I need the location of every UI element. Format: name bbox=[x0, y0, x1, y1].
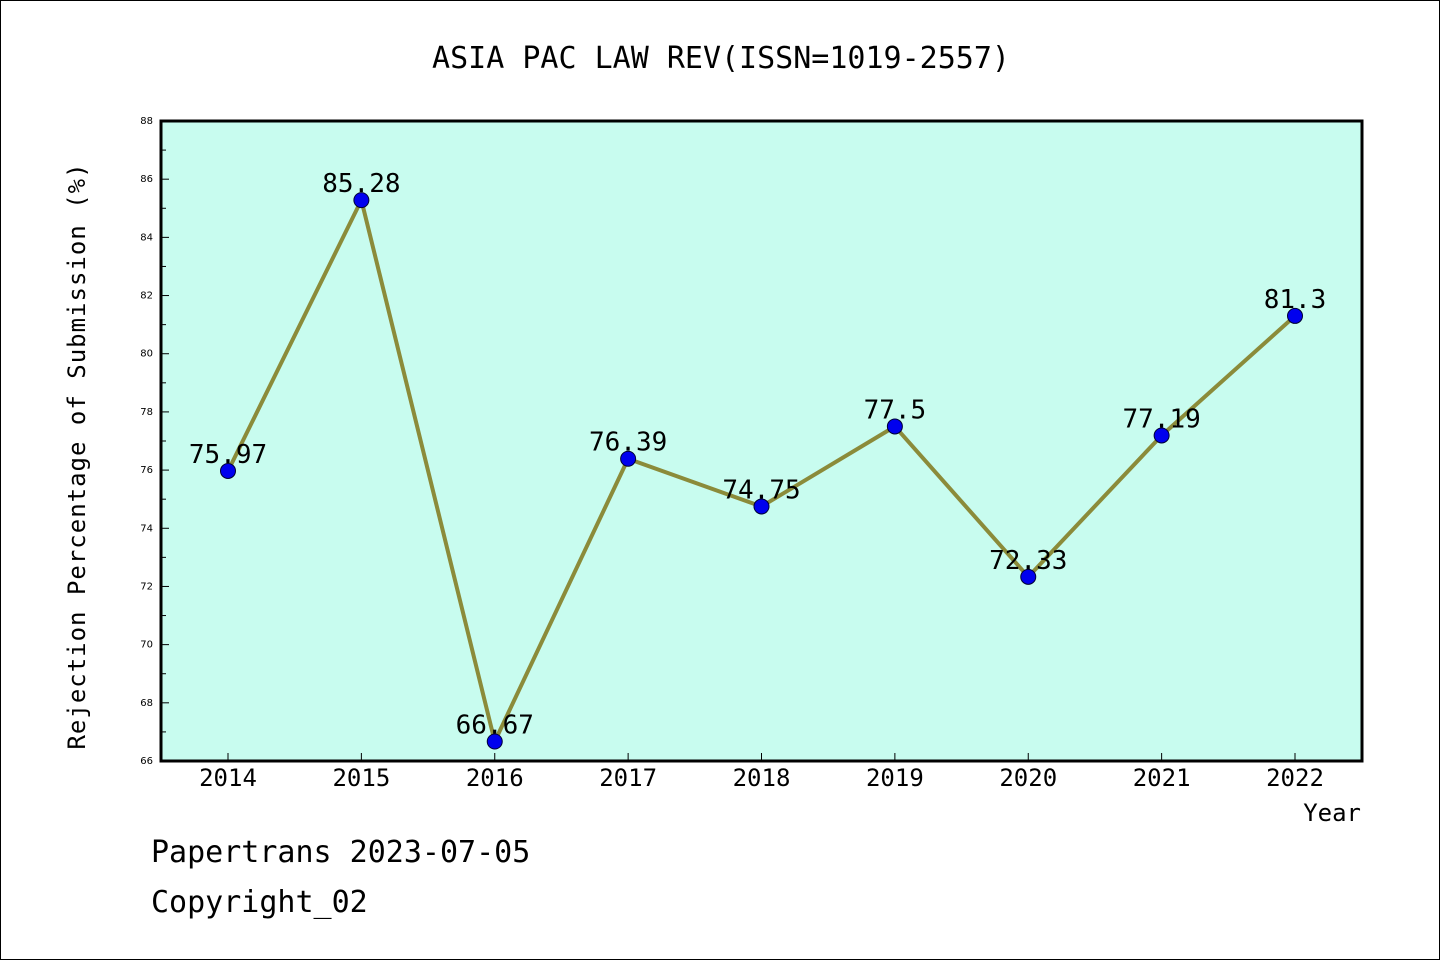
x-axis-label: Year bbox=[1303, 799, 1361, 827]
x-tick-label: 2022 bbox=[1266, 764, 1324, 792]
y-tick-label: 66 bbox=[140, 756, 153, 767]
x-tick-label: 2014 bbox=[199, 764, 257, 792]
chart-title: ASIA PAC LAW REV(ISSN=1019-2557) bbox=[432, 41, 1010, 76]
x-tick-label: 2018 bbox=[733, 764, 791, 792]
y-tick-label: 88 bbox=[140, 116, 153, 127]
data-point bbox=[353, 192, 370, 209]
data-label: 81.3 bbox=[1264, 285, 1327, 315]
data-point bbox=[1153, 427, 1170, 444]
data-label: 72.33 bbox=[989, 546, 1067, 576]
series-line-group: 75.97 85.28 66.67 76.39 74.75 77.5 72.33 77.19 8… bbox=[189, 169, 1327, 750]
data-label: 66.67 bbox=[456, 711, 534, 741]
data-point bbox=[620, 450, 637, 467]
y-tick-label: 80 bbox=[140, 349, 153, 360]
x-tick-label: 2017 bbox=[599, 764, 657, 792]
y-tick-label: 76 bbox=[140, 465, 153, 476]
y-tick-label: 86 bbox=[140, 174, 153, 185]
y-tick-label: 82 bbox=[140, 291, 153, 302]
x-axis: 2014 2015 2016 2017 2018 2019 2020 2021 2022 bbox=[199, 753, 1324, 792]
data-label: 77.19 bbox=[1122, 404, 1200, 434]
y-tick-label: 72 bbox=[140, 581, 153, 592]
footer-copyright: Copyright_02 bbox=[151, 885, 368, 920]
data-label: 75.97 bbox=[189, 440, 267, 470]
data-point bbox=[886, 418, 903, 435]
y-tick-label: 70 bbox=[140, 640, 153, 651]
data-point bbox=[486, 733, 503, 750]
y-tick-label: 78 bbox=[140, 407, 153, 418]
x-tick-label: 2020 bbox=[999, 764, 1057, 792]
data-label: 77.5 bbox=[864, 395, 927, 425]
y-tick-label: 68 bbox=[140, 698, 153, 709]
x-tick-label: 2021 bbox=[1133, 764, 1191, 792]
x-tick-label: 2015 bbox=[332, 764, 390, 792]
data-label: 85.28 bbox=[322, 169, 400, 199]
footer-source: Papertrans 2023-07-05 bbox=[151, 835, 531, 870]
data-label: 76.39 bbox=[589, 428, 667, 458]
x-tick-label: 2016 bbox=[466, 764, 524, 792]
plot-area bbox=[159, 119, 1364, 763]
y-tick-label: 74 bbox=[140, 523, 153, 534]
x-tick-label: 2019 bbox=[866, 764, 924, 792]
data-point bbox=[1287, 307, 1303, 324]
y-axis: 66 68 70 72 74 76 78 80 82 84 86 88 bbox=[140, 116, 169, 767]
data-label: 74.75 bbox=[722, 475, 800, 505]
y-tick-label: 84 bbox=[140, 232, 153, 243]
y-axis-label: Rejection Percentage of Submission (%) bbox=[63, 162, 91, 749]
data-point bbox=[220, 462, 236, 479]
data-point bbox=[753, 498, 770, 515]
data-point bbox=[1020, 568, 1037, 585]
